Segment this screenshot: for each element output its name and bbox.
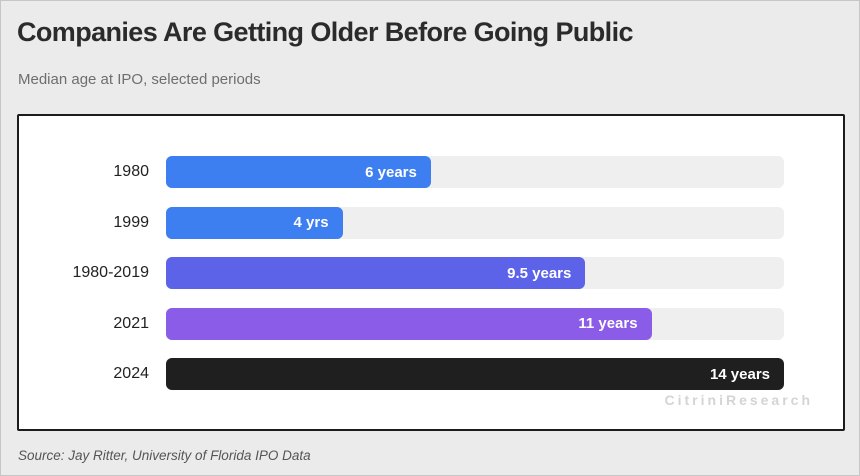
bar: 14 years [166, 358, 784, 390]
category-label: 2021 [113, 314, 149, 332]
chart-title: Companies Are Getting Older Before Going… [17, 17, 633, 47]
category-label: 2024 [113, 365, 149, 382]
chart-panel: 1980 6 years 1999 4 yrs 1980-2019 9.5 years 20… [17, 114, 845, 431]
category-label: 1980-2019 [72, 264, 149, 281]
bar: 11 years [166, 307, 652, 340]
category-label: 1999 [113, 213, 149, 231]
value-label: 6 years [365, 163, 417, 181]
bar: 4 yrs [166, 206, 343, 239]
bar-row: 1980-2019 9.5 years [19, 257, 843, 289]
bar-row: 2021 11 years [19, 307, 843, 340]
bar-track: 14 years [166, 358, 784, 390]
value-label: 14 years [709, 365, 770, 383]
value-label: 9.5 years [507, 264, 572, 282]
bar-rows: 1980 6 years 1999 4 yrs 1980-2019 9.5 years 20… [19, 156, 843, 409]
bar-track: 11 years [166, 307, 784, 340]
bar: 6 years [166, 156, 431, 188]
bar-row: 1980 6 years [19, 156, 843, 188]
value-label: 4 yrs [293, 214, 329, 231]
chart-subtitle: Median age at IPO, selected periods [18, 71, 261, 88]
bar-row: 1999 4 yrs [19, 206, 843, 239]
bar-track: 6 years [166, 156, 784, 188]
bar-track: 4 yrs [166, 206, 784, 239]
bar: 9.5 years [166, 257, 586, 289]
watermark: CitriniResearch [664, 392, 813, 408]
source-note: Source: Jay Ritter, University of Florid… [18, 448, 311, 463]
category-label: 1980 [113, 163, 149, 180]
bar-track: 9.5 years [166, 257, 784, 289]
bar-row: 2024 14 years [19, 358, 843, 390]
value-label: 11 years [578, 315, 638, 332]
